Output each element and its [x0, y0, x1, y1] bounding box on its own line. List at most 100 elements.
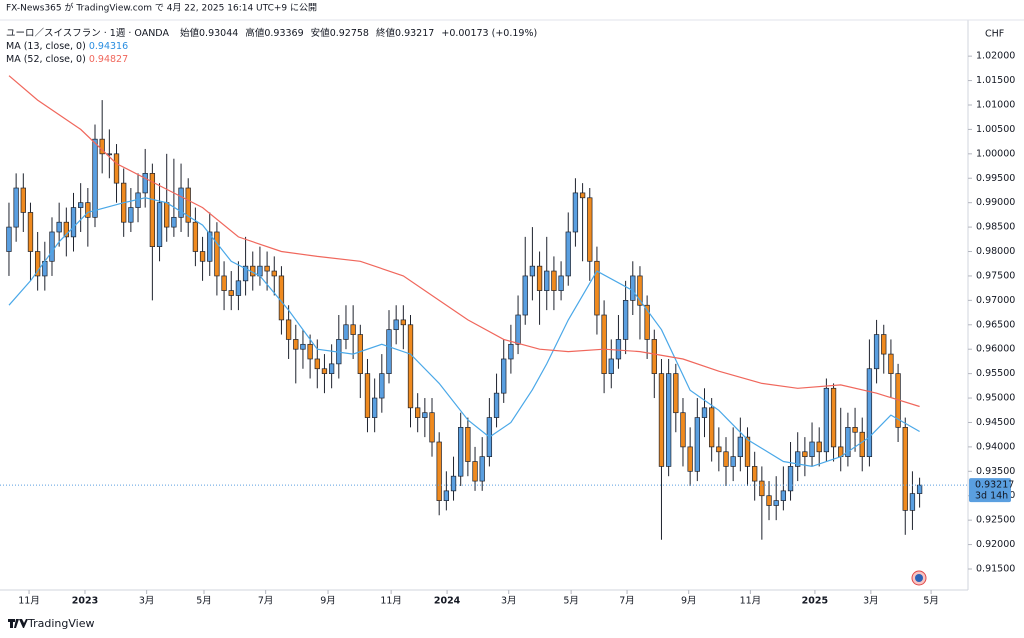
change: +0.00173 (+0.19%)	[441, 28, 537, 39]
candle-body	[587, 197, 593, 262]
candle-body	[658, 373, 665, 467]
symbol: ユーロ／スイスフラン · 1週 · OANDA	[6, 27, 169, 39]
y-tick-label: 0.91500	[976, 563, 1015, 574]
candle-body	[544, 270, 550, 291]
high-value: 0.93369	[264, 28, 303, 39]
candle-body	[400, 319, 406, 326]
candle-body	[881, 334, 887, 355]
x-tick-label: 7月	[258, 596, 274, 607]
candle-body	[436, 441, 442, 501]
symbol-line: ユーロ／スイスフラン · 1週 · OANDA 始値0.93044 高値0.93…	[6, 27, 537, 39]
y-tick-label: 1.00500	[976, 124, 1015, 135]
candle-body	[608, 358, 614, 374]
candle-body	[802, 451, 808, 458]
x-tick-label: 5月	[563, 596, 579, 607]
candle-body	[866, 368, 873, 458]
x-tick-label: 9月	[681, 596, 697, 607]
candle-body	[343, 324, 349, 340]
candle-body	[357, 334, 363, 374]
candle-body	[551, 270, 557, 291]
candle-body	[744, 436, 751, 467]
candle-body	[852, 427, 858, 433]
candle-body	[536, 265, 543, 291]
candle-body	[716, 446, 722, 453]
candle-body	[207, 231, 213, 262]
candle-body	[386, 329, 392, 374]
candle-body	[214, 231, 220, 277]
candle-body	[443, 490, 450, 501]
candle-body	[830, 387, 837, 448]
y-tick-label: 0.99500	[976, 173, 1015, 184]
candle-body	[13, 187, 19, 228]
candle-body	[185, 187, 191, 223]
ma52-name: MA (52, close, 0)	[6, 54, 86, 65]
candle-body	[572, 192, 579, 233]
candle-body	[49, 231, 55, 262]
candle-body	[285, 319, 292, 340]
candle-body	[759, 480, 765, 497]
y-tick-label: 1.01000	[976, 99, 1015, 110]
candle-body	[56, 221, 62, 233]
candle-body	[845, 427, 851, 458]
candle-body	[321, 368, 328, 374]
candle-body	[221, 275, 227, 291]
candle-body	[415, 407, 421, 418]
candle-body	[307, 343, 313, 360]
candle-body	[730, 456, 736, 467]
candle-body	[723, 451, 729, 467]
ma13-value: 0.94316	[89, 41, 128, 52]
candle-body	[888, 353, 894, 374]
candle-body	[379, 373, 385, 399]
x-tick-label: 9月	[320, 596, 336, 607]
candle-body	[242, 265, 249, 282]
candle-body	[493, 392, 500, 418]
candle-body	[458, 427, 464, 477]
candle-body	[479, 456, 485, 482]
candle-body	[501, 358, 507, 394]
candle-body	[142, 173, 148, 194]
close-label: 終値	[376, 27, 396, 39]
candle-body	[20, 187, 26, 213]
brand-logo	[8, 619, 28, 628]
candle-body	[228, 290, 234, 296]
candle-body	[113, 153, 120, 184]
candle-body	[816, 441, 822, 453]
x-tick-label: 7月	[619, 596, 635, 607]
candle-body	[594, 260, 600, 316]
candle-body	[63, 221, 69, 238]
brand-name: TradingView	[27, 617, 94, 630]
candle-body	[164, 202, 170, 228]
candle-body	[264, 265, 270, 272]
x-tick-label: 3月	[139, 596, 155, 607]
candle-body	[651, 339, 657, 374]
candle-body	[622, 300, 629, 340]
x-tick-label: 11月	[380, 596, 402, 607]
candle-body	[6, 226, 12, 252]
candle-body	[508, 343, 514, 360]
x-tick-label: 5月	[196, 596, 212, 607]
candle-body	[565, 231, 571, 277]
y-tick-label: 0.99000	[976, 197, 1015, 208]
countdown: 3d 14h	[975, 491, 1008, 502]
candle-body	[128, 207, 134, 223]
candle-body	[27, 212, 34, 252]
candle-body	[687, 446, 693, 472]
candle-body	[372, 397, 378, 418]
close-value: 0.93217	[395, 28, 434, 39]
candle-body	[85, 202, 91, 218]
ma13-legend: MA (13, close, 0) 0.94316	[6, 41, 128, 52]
candle-body	[34, 251, 41, 277]
price-label: 0.93217	[975, 480, 1014, 491]
low-value: 0.92758	[330, 28, 369, 39]
candle-body	[680, 412, 686, 448]
candle-body	[665, 373, 672, 467]
published-note: FX-News365 が TradingView.com で 4月 22, 20…	[6, 2, 317, 14]
candle-body	[909, 493, 916, 511]
candle-body	[92, 138, 98, 218]
y-tick-label: 1.02000	[976, 51, 1015, 62]
candle-body	[637, 275, 643, 306]
candle-body	[809, 441, 815, 458]
candle-body	[472, 461, 478, 482]
